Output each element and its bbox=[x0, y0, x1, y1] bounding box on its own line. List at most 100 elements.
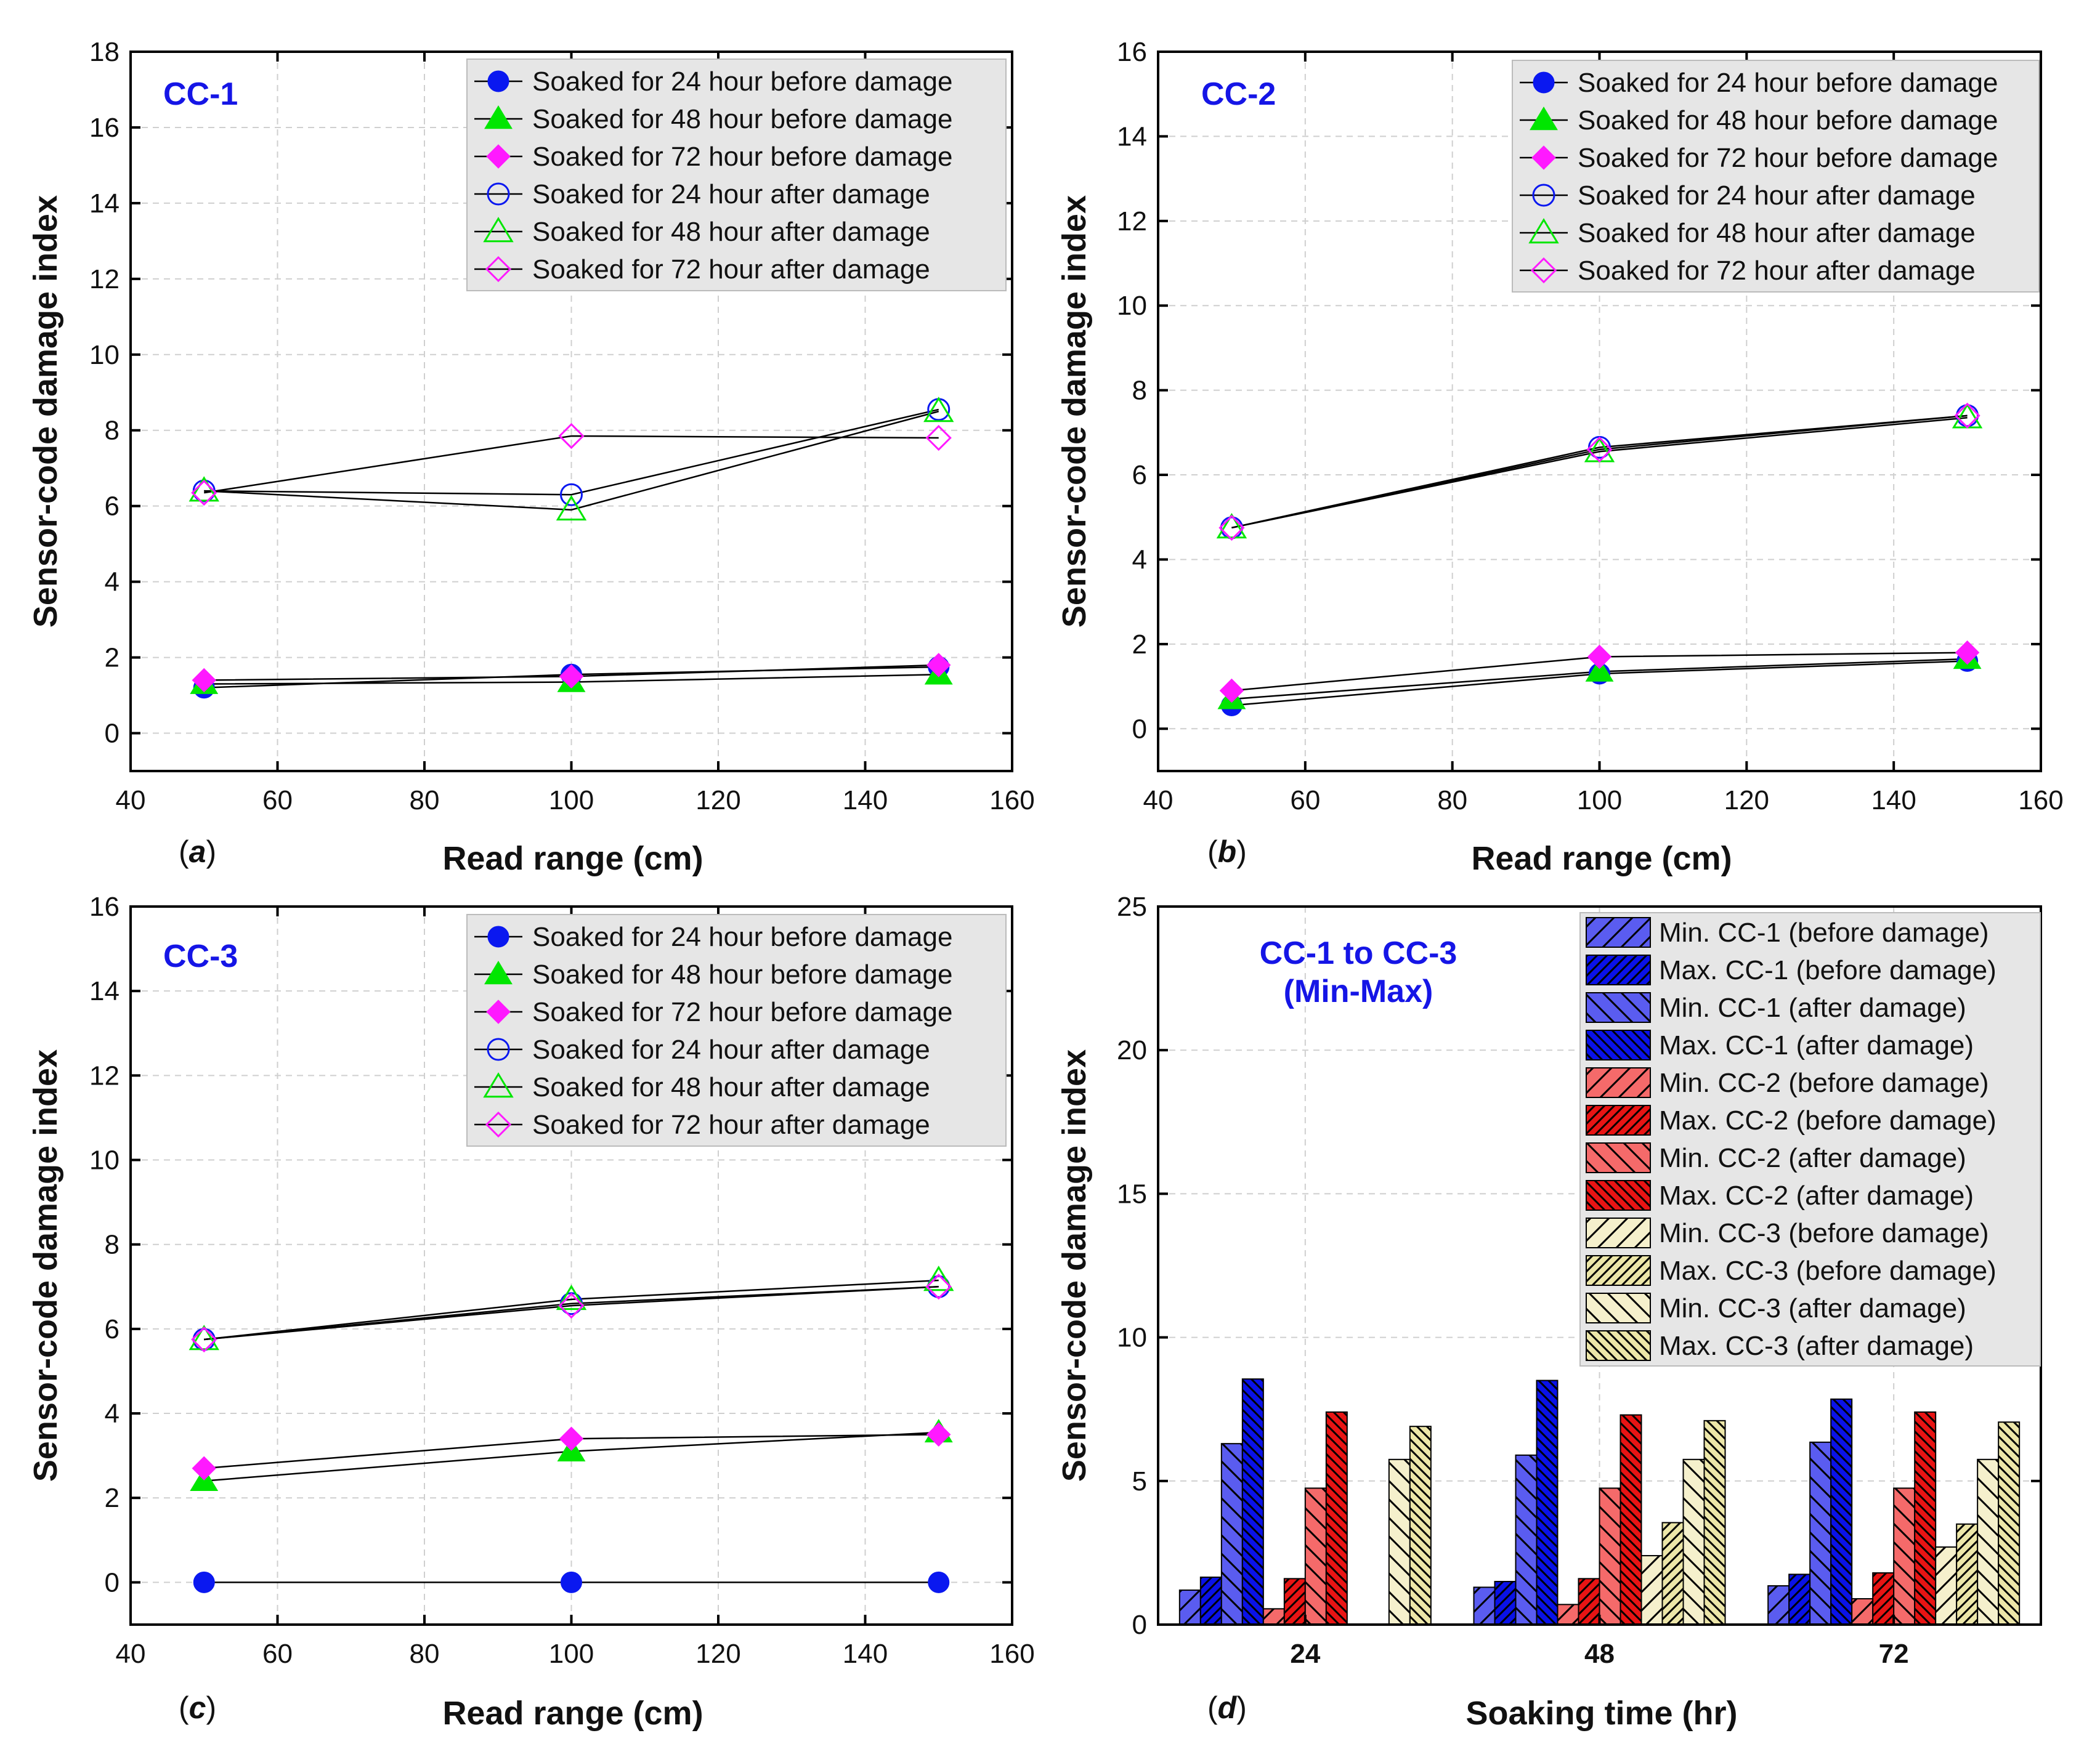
data-point-s5-p1 bbox=[1586, 436, 1613, 463]
legend-entry-9: Max. CC-3 (before damage) bbox=[1659, 1256, 1997, 1286]
data-point-s5-p1 bbox=[558, 422, 585, 450]
legend-marker-0 bbox=[487, 926, 509, 948]
x-axis-title: Soaking time (hr) bbox=[1466, 1695, 1737, 1732]
data-point-s0-p2 bbox=[928, 1571, 950, 1593]
bar-s9-c2 bbox=[1956, 1523, 1979, 1626]
legend-swatch-1 bbox=[1586, 955, 1651, 985]
legend-entry-10: Min. CC-3 (after damage) bbox=[1659, 1293, 1966, 1323]
x-tick-label: 160 bbox=[2018, 785, 2063, 815]
chart-title: CC-1 bbox=[163, 76, 238, 112]
y-tick-label: 6 bbox=[105, 491, 120, 522]
legend-entry-3: Max. CC-1 (after damage) bbox=[1659, 1030, 1974, 1060]
legend-marker-2 bbox=[486, 144, 511, 169]
legend-entry-0: Soaked for 24 hour before damage bbox=[532, 922, 952, 952]
bar-s5-c1 bbox=[1578, 1578, 1600, 1625]
chart-subtitle: (Min-Max) bbox=[1284, 974, 1433, 1009]
legend-box bbox=[466, 914, 1007, 1147]
y-tick-label: 14 bbox=[89, 188, 120, 219]
y-axis-title: Sensor-code damage index bbox=[1056, 195, 1093, 628]
legend-swatch-2 bbox=[1586, 992, 1651, 1023]
legend-marker-3 bbox=[487, 182, 510, 206]
bar-s7-c2 bbox=[1914, 1411, 1937, 1625]
y-tick-label: 4 bbox=[105, 1399, 120, 1429]
bar-s5-c2 bbox=[1872, 1572, 1895, 1626]
data-point-s4-p2 bbox=[923, 397, 954, 422]
data-point-s5-p1 bbox=[558, 1293, 585, 1319]
series-line-4 bbox=[204, 1279, 939, 1341]
legend-entry-5: Soaked for 72 hour after damage bbox=[532, 1110, 930, 1140]
data-point-s4-p1 bbox=[556, 1284, 587, 1311]
legend-swatch-7 bbox=[1586, 1180, 1651, 1211]
bar-s7-c0 bbox=[1325, 1411, 1348, 1625]
panel-label: (a) bbox=[179, 834, 216, 869]
x-tick-label: 60 bbox=[1290, 785, 1320, 815]
y-tick-label: 0 bbox=[1132, 714, 1147, 744]
panel-letter: b bbox=[1218, 834, 1237, 869]
chart-panel-d: 0 5 10 15 20 25 24 48 72 CC-1 to CC-3(Min-Max) Min… bbox=[1056, 892, 2042, 1732]
legend-entry-2: Soaked for 72 hour before damage bbox=[532, 997, 952, 1027]
y-tick-label: 6 bbox=[1132, 460, 1147, 490]
panel-letter: c bbox=[189, 1691, 206, 1725]
y-tick-label: 0 bbox=[1132, 1610, 1147, 1640]
legend-entry-11: Max. CC-3 (after damage) bbox=[1659, 1331, 1974, 1361]
legend-entry-4: Min. CC-2 (before damage) bbox=[1659, 1068, 1989, 1098]
y-tick-label: 14 bbox=[1117, 121, 1147, 151]
bar-s11-c0 bbox=[1409, 1426, 1432, 1626]
legend-entry-5: Soaked for 72 hour after damage bbox=[532, 254, 930, 285]
bar-s0-c2 bbox=[1767, 1585, 1790, 1625]
x-axis-title: Read range (cm) bbox=[1471, 840, 1732, 877]
bar-s10-c1 bbox=[1682, 1458, 1705, 1626]
data-point-s4-p1 bbox=[556, 495, 587, 521]
legend-marker-5 bbox=[485, 256, 512, 283]
y-tick-label: 16 bbox=[1117, 37, 1147, 67]
legend-entry-4: Soaked for 48 hour after damage bbox=[532, 1072, 930, 1102]
chart-panel-b: 0 2 4 6 8 10 12 14 16 40 60 80 100 120 140 160 CC-2 Soake… bbox=[1056, 37, 2064, 877]
y-tick-label: 16 bbox=[89, 113, 120, 143]
legend-entry-5: Soaked for 72 hour after damage bbox=[1578, 256, 1976, 286]
x-tick-label: 100 bbox=[549, 1639, 594, 1669]
legend-box bbox=[466, 59, 1007, 291]
series-line-5 bbox=[204, 1286, 939, 1341]
x-tick-label: 24 bbox=[1290, 1639, 1320, 1669]
y-tick-label: 8 bbox=[105, 1230, 120, 1260]
chart-panel-a: 0 2 4 6 8 10 12 14 16 18 40 60 80 100 120 140 160 CC-1 Soa… bbox=[27, 37, 1035, 877]
legend-entry-7: Max. CC-2 (after damage) bbox=[1659, 1181, 1974, 1211]
legend-entry-8: Min. CC-3 (before damage) bbox=[1659, 1218, 1989, 1248]
data-point-s2-p0 bbox=[192, 1456, 216, 1480]
bar-s1-c2 bbox=[1788, 1573, 1811, 1625]
legend-swatch-4 bbox=[1586, 1067, 1651, 1098]
x-tick-label: 140 bbox=[1871, 785, 1916, 815]
legend-marker-5 bbox=[485, 1111, 512, 1138]
series-line-5 bbox=[1231, 414, 1968, 529]
data-point-s0-p0 bbox=[193, 1571, 215, 1593]
bar-s0-c0 bbox=[1178, 1590, 1201, 1625]
legend-entry-1: Soaked for 48 hour before damage bbox=[532, 104, 952, 134]
x-tick-label: 140 bbox=[843, 785, 888, 815]
panel-label: (b) bbox=[1207, 834, 1247, 869]
data-point-s5-p0 bbox=[191, 1326, 217, 1353]
y-tick-label: 8 bbox=[105, 416, 120, 446]
legend-swatch-3 bbox=[1586, 1030, 1651, 1060]
legend-entry-1: Soaked for 48 hour before damage bbox=[532, 959, 952, 990]
x-axis-title: Read range (cm) bbox=[442, 840, 703, 877]
y-axis-title: Sensor-code damage index bbox=[1056, 1049, 1093, 1482]
data-point-s4-p2 bbox=[923, 1266, 954, 1291]
legend-entry-0: Soaked for 24 hour before damage bbox=[532, 67, 952, 97]
x-axis-title: Read range (cm) bbox=[442, 1695, 703, 1732]
data-point-s2-p0 bbox=[192, 668, 216, 693]
legend-entry-0: Soaked for 24 hour before damage bbox=[1578, 68, 1998, 98]
bar-s2-c2 bbox=[1809, 1441, 1832, 1625]
x-tick-label: 100 bbox=[549, 785, 594, 815]
y-tick-label: 25 bbox=[1117, 892, 1147, 922]
legend-marker-4 bbox=[483, 1072, 514, 1098]
y-tick-label: 2 bbox=[105, 643, 120, 673]
bar-s8-c2 bbox=[1935, 1546, 1958, 1626]
bar-s11-c2 bbox=[1998, 1421, 2021, 1625]
bar-s4-c2 bbox=[1851, 1598, 1874, 1625]
legend-box bbox=[1512, 60, 2040, 293]
y-tick-label: 10 bbox=[89, 1145, 120, 1176]
legend-swatch-11 bbox=[1586, 1330, 1651, 1361]
y-axis-title: Sensor-code damage index bbox=[27, 195, 64, 628]
y-tick-label: 16 bbox=[89, 892, 120, 922]
bar-s10-c0 bbox=[1388, 1458, 1411, 1626]
